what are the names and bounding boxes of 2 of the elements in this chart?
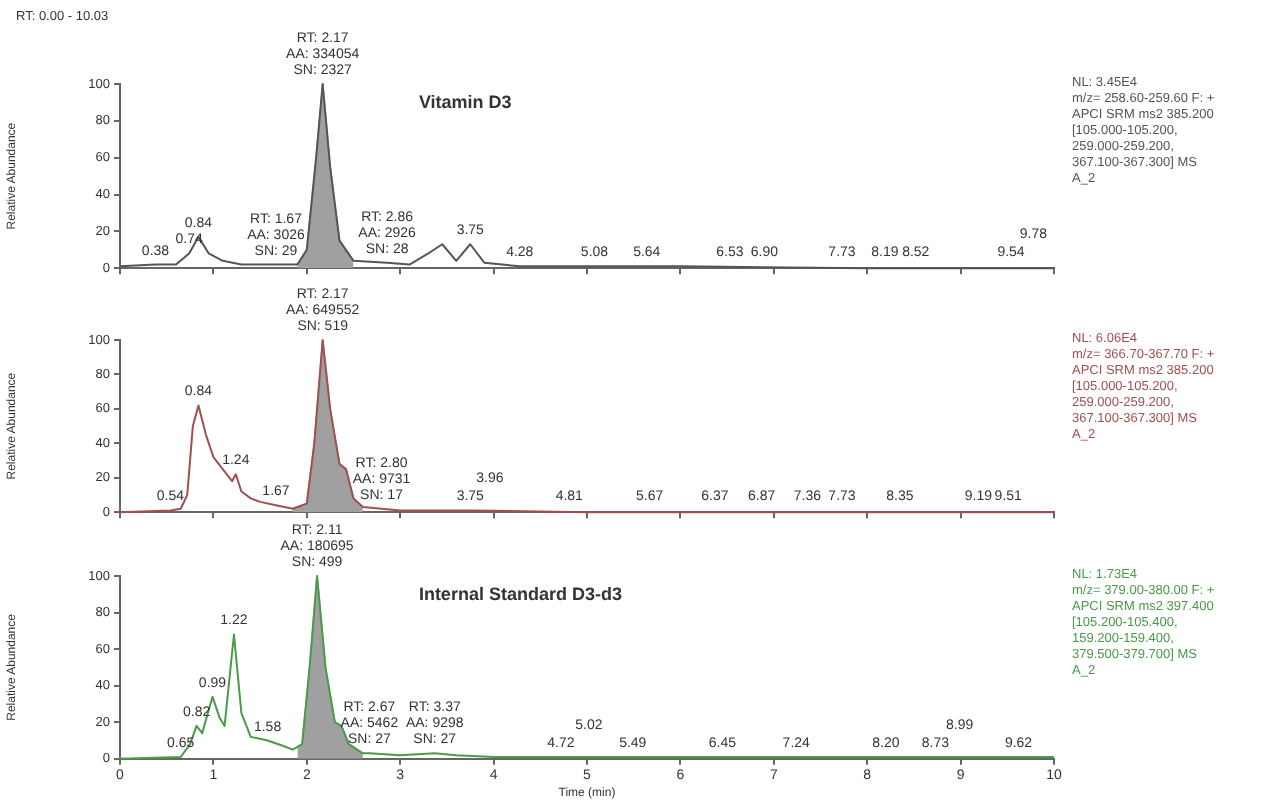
chart-title: Internal Standard D3-d3 bbox=[418, 584, 622, 604]
chart-title: Vitamin D3 bbox=[418, 92, 512, 112]
